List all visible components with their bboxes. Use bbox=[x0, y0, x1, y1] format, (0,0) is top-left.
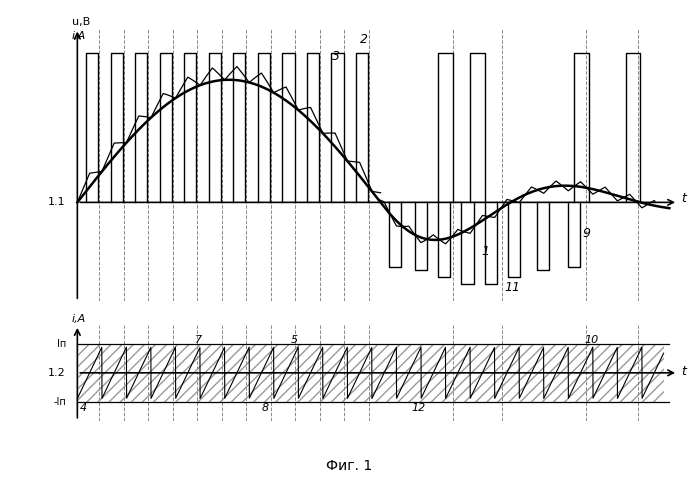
Text: 12: 12 bbox=[411, 403, 425, 413]
Text: 2: 2 bbox=[359, 33, 368, 46]
Text: 7: 7 bbox=[195, 335, 202, 345]
Text: 8: 8 bbox=[261, 403, 268, 413]
Text: 5: 5 bbox=[290, 335, 298, 345]
Text: 1: 1 bbox=[482, 245, 490, 258]
Text: t: t bbox=[681, 193, 686, 206]
Text: 1.2: 1.2 bbox=[48, 368, 66, 378]
Text: Фиг. 1: Фиг. 1 bbox=[326, 459, 373, 473]
Text: -Iп: -Iп bbox=[53, 397, 66, 407]
Bar bbox=[78, 344, 663, 402]
Text: 10: 10 bbox=[584, 335, 598, 345]
Text: Iп: Iп bbox=[57, 338, 66, 348]
Text: i,A: i,A bbox=[71, 31, 86, 41]
Text: 3: 3 bbox=[331, 50, 340, 63]
Text: 9: 9 bbox=[583, 227, 591, 239]
Text: u,B: u,B bbox=[71, 17, 90, 27]
Text: 4: 4 bbox=[80, 403, 87, 413]
Text: t: t bbox=[681, 365, 686, 378]
Text: 11: 11 bbox=[505, 281, 521, 293]
Text: i,A: i,A bbox=[71, 314, 86, 324]
Text: 1.1: 1.1 bbox=[48, 197, 66, 207]
